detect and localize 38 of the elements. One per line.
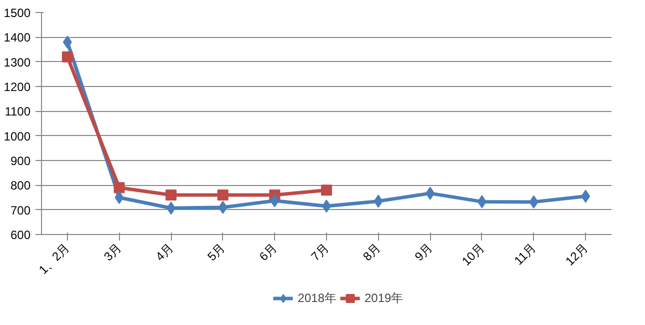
x-tick-label: 8月 [360,240,384,264]
x-tick-label: 1、2月 [36,240,72,277]
y-tick-label: 1400 [4,30,31,45]
x-tick-label: 6月 [256,240,280,264]
legend-label: 2018年 [298,290,336,306]
point [374,194,383,208]
y-tick-label: 1500 [4,6,31,20]
x-tick-label: 4月 [152,240,176,264]
point [114,182,125,194]
x-tick-label: 3月 [101,240,124,264]
point [217,190,228,201]
point [166,202,176,215]
point [218,200,228,214]
point [166,190,177,201]
x-tick-label: 11月 [512,240,539,268]
x-tick-label: 12月 [562,240,591,268]
x-tick-label: 5月 [204,240,228,264]
point [114,191,124,204]
y-tick-label: 800 [10,178,31,193]
point [426,186,435,200]
point [477,195,486,208]
point [62,51,73,62]
point [581,190,590,203]
y-tick-label: 1200 [4,80,31,94]
x-tick-label: 10月 [459,240,487,268]
y-tick-label: 1300 [4,55,31,70]
point [270,194,280,208]
point [62,36,72,49]
y-tick-label: 900 [10,154,31,168]
x-tick-label: 7月 [308,240,332,264]
y-tick-label: 600 [10,228,31,242]
point [321,184,332,196]
legend-label: 2019年 [364,290,404,306]
y-tick-label: 700 [10,203,31,218]
y-tick-label: 1100 [4,104,31,119]
point [529,195,538,208]
y-tick-label: 1000 [4,129,31,144]
x-tick-label: 9月 [412,240,436,264]
